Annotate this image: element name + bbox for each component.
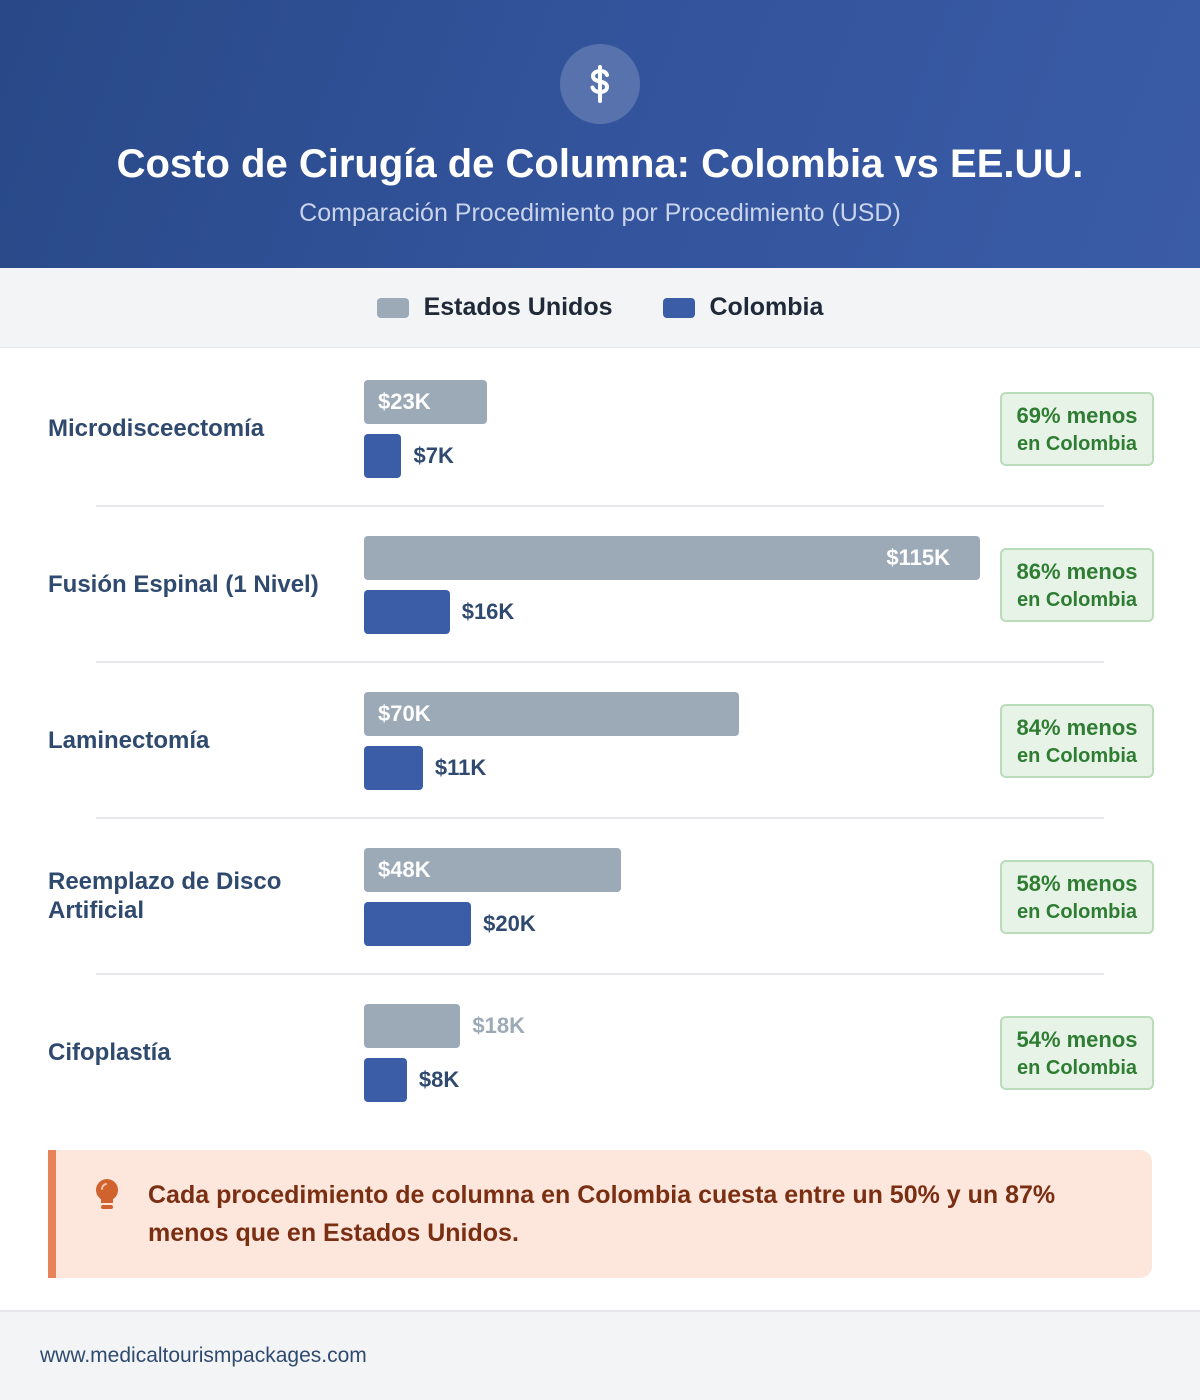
bar-colombia [364,434,402,478]
savings-badge: 84% menos en Colombia [1000,704,1154,778]
savings-sub: en Colombia [1016,900,1137,923]
savings-sub: en Colombia [1016,1056,1137,1079]
savings-pct: 58% menos [1016,870,1138,896]
bar-colombia [364,1058,407,1102]
chart: Microdisceectomía $23K $7K 69% menos en Colo… [48,380,1154,1160]
savings-pct: 69% menos [1016,402,1138,428]
category-label: Fusión Espinal (1 Nivel) [48,570,319,598]
value-label: $7K [413,443,454,468]
legend-label: Estados Unidos [423,293,613,321]
chart-row: Laminectomía $70K $11K 84% menos en Colombia [48,692,1154,819]
bar-colombia [364,746,423,790]
legend-swatch [376,297,409,318]
value-label: $23K [378,389,431,414]
insight-note: Cada procedimiento de columna en Colombi… [48,1150,1152,1278]
bar-us [364,692,739,736]
bar-colombia [364,590,450,634]
legend-swatch [662,297,695,318]
value-label: $16K [461,599,515,624]
bar-colombia [364,902,472,946]
legend-item-us: Estados Unidos [376,293,613,322]
page-title: Costo de Cirugía de Columna: Colombia vs… [116,142,1084,186]
value-label: $20K [483,911,536,936]
savings-sub: en Colombia [1016,432,1137,455]
dollar-icon [560,44,640,124]
savings-badge: 86% menos en Colombia [1000,548,1154,622]
bar-us [364,848,622,892]
category-label: Microdisceectomía [48,414,265,442]
value-label: $115K [886,545,950,570]
bar-us [364,380,488,424]
savings-pct: 86% menos [1016,558,1138,584]
bar-us [364,1004,461,1048]
savings-sub: en Colombia [1016,588,1137,611]
category-label: Laminectomía [48,726,210,754]
savings-sub: en Colombia [1016,744,1137,767]
savings-badge: 69% menos en Colombia [1000,392,1154,466]
value-label: $18K [472,1013,525,1038]
lightbulb-icon [96,1179,118,1209]
chart-row: Cifoplastía $18K $8K 54% menos en Colombia [48,1004,1154,1102]
chart-row: Fusión Espinal (1 Nivel) $115K $16K 86% men… [48,536,1154,663]
note-text: Cada procedimiento de columna en Colombi… [148,1181,1056,1247]
footer-url[interactable]: www.medicaltourismpackages.com [40,1344,367,1367]
chart-row: Reemplazo de Disco Artificial $48K $20K 58%… [48,848,1154,975]
value-label: $11K [434,755,487,780]
page-subtitle: Comparación Procedimiento por Procedimie… [299,199,901,227]
legend-label: Colombia [709,293,824,321]
footer: www.medicaltourismpackages.com [0,1310,1200,1400]
value-label: $48K [378,857,431,882]
bar-us [364,536,980,580]
savings-badge: 54% menos en Colombia [1000,1016,1154,1090]
chart-row: Microdisceectomía $23K $7K 69% menos en Colo… [48,380,1154,507]
category-label: Reemplazo de Disco Artificial [48,868,282,924]
value-label: $8K [418,1067,460,1092]
savings-badge: 58% menos en Colombia [1000,860,1154,934]
value-label: $70K [378,701,431,726]
legend: Estados Unidos Colombia [0,268,1200,348]
legend-item-colombia: Colombia [662,293,824,322]
savings-pct: 84% menos [1016,714,1138,740]
header: Costo de Cirugía de Columna: Colombia vs… [0,0,1200,268]
savings-pct: 54% menos [1016,1026,1138,1052]
category-label: Cifoplastía [48,1038,171,1066]
